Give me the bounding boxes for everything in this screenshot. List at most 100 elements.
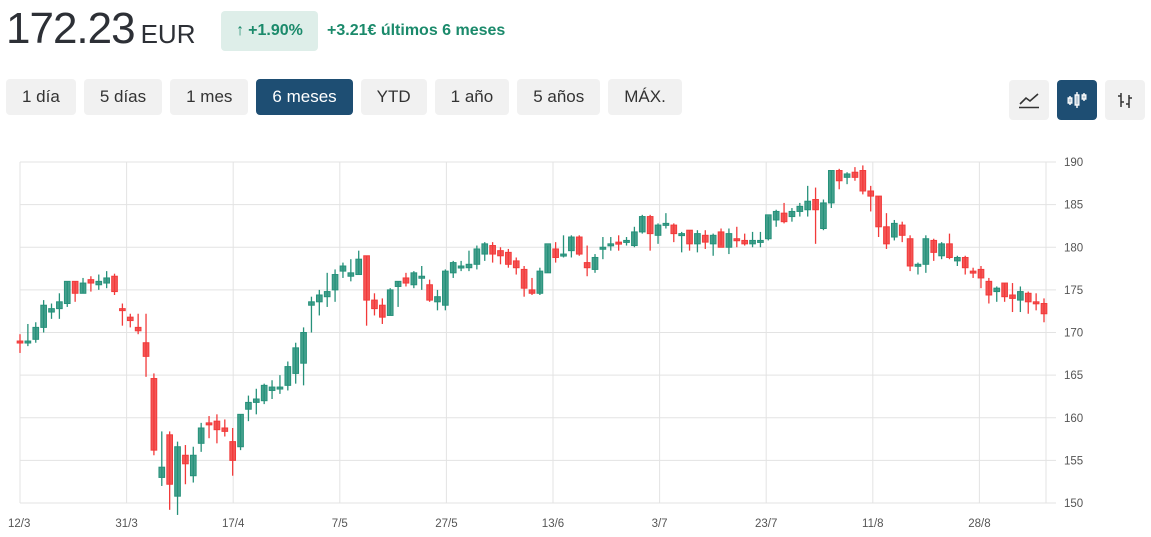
range-1d-button[interactable]: 1 día (6, 79, 76, 115)
candle (796, 202, 804, 217)
range-1m-button[interactable]: 1 mes (170, 79, 249, 115)
candle (418, 266, 426, 290)
range-selector: 1 día 5 días 1 mes 6 meses YTD 1 año 5 a… (6, 79, 682, 115)
range-max-button[interactable]: MÁX. (608, 79, 682, 115)
candle (79, 277, 87, 294)
chart-type-selector (1009, 80, 1145, 120)
candle (772, 209, 780, 227)
y-tick-label: 165 (1064, 370, 1083, 382)
line-chart-button[interactable] (1009, 80, 1049, 120)
range-1y-button[interactable]: 1 año (434, 79, 510, 115)
candle (158, 431, 166, 486)
candle (276, 375, 284, 394)
x-tick-label: 7/5 (332, 518, 348, 530)
candle (339, 262, 347, 278)
candle (898, 221, 906, 243)
candle (520, 266, 528, 297)
y-tick-label: 190 (1064, 157, 1083, 169)
candle (260, 383, 268, 405)
candle (386, 288, 394, 316)
candle (812, 187, 819, 244)
candle (300, 327, 307, 386)
x-tick-label: 11/8 (862, 518, 884, 530)
candle (119, 303, 126, 326)
candlestick-chart-button[interactable] (1057, 80, 1097, 120)
range-5y-button[interactable]: 5 años (517, 79, 601, 115)
candle (1040, 298, 1048, 323)
range-5d-button[interactable]: 5 días (83, 79, 163, 115)
candle (252, 388, 260, 415)
candle (481, 242, 489, 261)
candle (48, 303, 55, 319)
candle (654, 223, 662, 244)
candle (552, 242, 559, 263)
candle (709, 233, 717, 256)
candle (126, 313, 134, 328)
candle (631, 226, 638, 248)
candle (284, 361, 292, 391)
candle (867, 185, 875, 212)
y-tick-label: 175 (1064, 285, 1083, 297)
candle (725, 228, 733, 255)
candle (662, 213, 670, 229)
x-tick-label: 28/8 (968, 518, 990, 530)
candle (599, 237, 607, 260)
candle (489, 242, 496, 263)
candle (544, 243, 552, 274)
x-axis: 12/3 31/3 17/4 7/5 27/5 13/6 3/7 23/7 11/8 28/8 (8, 518, 991, 530)
range-ytd-button[interactable]: YTD (360, 79, 427, 115)
candle (560, 235, 567, 258)
candle (670, 223, 678, 243)
candle (379, 298, 386, 324)
candle (615, 235, 622, 251)
y-tick-label: 185 (1064, 200, 1083, 212)
range-6m-button[interactable]: 6 meses (256, 79, 353, 115)
x-tick-label: 12/3 (8, 518, 30, 530)
x-tick-label: 27/5 (435, 518, 457, 530)
candle (410, 271, 418, 289)
ohlc-chart-button[interactable] (1105, 80, 1145, 120)
candle (150, 373, 158, 456)
candle (315, 289, 323, 316)
candle (623, 237, 630, 246)
candle (741, 233, 749, 246)
candle (111, 273, 118, 295)
candle (394, 280, 402, 307)
candle (323, 272, 331, 307)
candle (575, 235, 583, 256)
candle (764, 214, 772, 241)
candle (268, 380, 276, 399)
candlestick-chart[interactable]: 150 155 160 165 170 175 180 185 190 12/3 31/3 17/4… (0, 140, 1151, 537)
candle (1032, 293, 1040, 311)
y-tick-label: 180 (1064, 242, 1083, 254)
x-tick-label: 17/4 (222, 518, 245, 530)
candle (402, 272, 410, 287)
candle (749, 231, 756, 248)
y-tick-label: 150 (1064, 498, 1083, 510)
candle (308, 296, 315, 333)
candle (142, 313, 150, 377)
y-axis: 150 155 160 165 170 175 180 185 190 (1064, 157, 1083, 510)
candle (694, 230, 701, 253)
candle (134, 313, 142, 335)
candle (32, 322, 40, 343)
candle (820, 199, 827, 231)
candlestick-chart-icon (1067, 92, 1087, 108)
candle (851, 167, 859, 181)
candle (24, 323, 32, 347)
price-display: 172.23 EUR (6, 4, 195, 54)
candle (1017, 286, 1024, 313)
candle (835, 168, 843, 190)
candle (189, 446, 197, 483)
chart-grid (19, 161, 1056, 504)
candle (788, 208, 796, 222)
candle (804, 185, 812, 217)
candle (56, 293, 63, 319)
candle (363, 255, 370, 326)
candle (166, 431, 173, 510)
candle (891, 219, 898, 241)
x-tick-label: 23/7 (755, 518, 777, 530)
candle (292, 342, 300, 384)
candle (457, 260, 465, 272)
change-absolute-text: +3.21€ últimos 6 meses (327, 22, 506, 39)
